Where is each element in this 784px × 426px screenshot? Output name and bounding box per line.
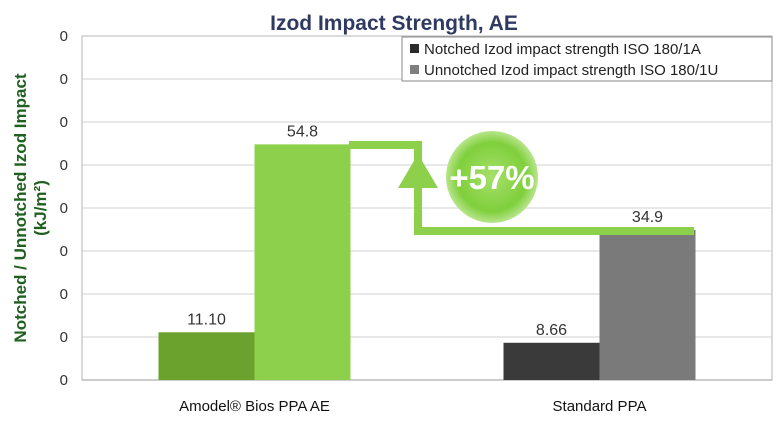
legend-label-notched: Notched Izod impact strength ISO 180/1A [424, 41, 701, 58]
y-tick-label: 0 [60, 243, 68, 260]
data-label: 8.66 [536, 322, 567, 339]
y-tick-label: 0 [60, 157, 68, 174]
chart-title: Izod Impact Strength, AE [270, 12, 518, 35]
y-axis-title: Notched / Unnotched Izod Impact [11, 73, 30, 343]
x-category-label: Standard PPA [553, 398, 647, 415]
y-axis-label: Notched / Unnotched Izod Impact (kJ/m²) [11, 73, 50, 343]
legend-box [401, 36, 773, 82]
improvement-annotation: +57% [349, 131, 694, 235]
y-tick-label: 0 [60, 71, 68, 88]
bar [158, 332, 255, 380]
data-label: 34.9 [632, 209, 663, 226]
y-tick-label: 0 [60, 329, 68, 346]
y-tick-label: 0 [60, 286, 68, 303]
improvement-badge [446, 131, 538, 223]
improvement-arrow-head [398, 154, 438, 188]
legend-swatch-unnotched [410, 65, 419, 74]
bar [599, 229, 696, 380]
bars-group [158, 144, 696, 380]
y-tick-label: 0 [60, 200, 68, 217]
data-label: 54.8 [287, 123, 318, 140]
legend-swatch-notched [410, 44, 419, 53]
x-category-labels: Amodel® Bios PPA AE Standard PPA [179, 398, 646, 415]
y-tick-label: 0 [60, 372, 68, 389]
data-label: 11.10 [187, 311, 226, 328]
y-axis-unit: (kJ/m²) [31, 180, 50, 236]
bar [503, 342, 600, 380]
legend: Notched Izod impact strength ISO 180/1A … [401, 36, 773, 82]
y-tick-label: 0 [60, 114, 68, 131]
y-tick-label: 0 [60, 28, 68, 45]
x-category-label: Amodel® Bios PPA AE [179, 398, 330, 415]
data-labels: 11.10 54.8 8.66 34.9 [187, 123, 663, 338]
y-tick-labels: 0 0 0 0 0 0 0 0 0 [60, 28, 68, 389]
legend-label-unnotched: Unnotched Izod impact strength ISO 180/1… [424, 62, 718, 79]
bar [254, 144, 351, 380]
improvement-badge-text: +57% [449, 159, 534, 196]
